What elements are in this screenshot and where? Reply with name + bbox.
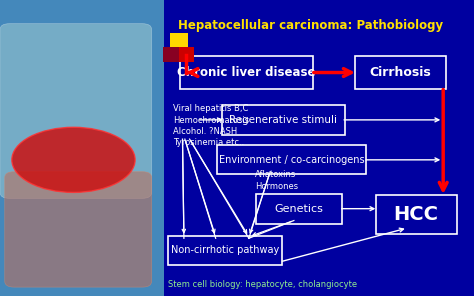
FancyBboxPatch shape [164, 0, 474, 296]
Text: Cirrhosis: Cirrhosis [370, 66, 431, 79]
FancyBboxPatch shape [221, 105, 345, 135]
FancyBboxPatch shape [168, 236, 282, 265]
Text: Aflatoxins
Hormones: Aflatoxins Hormones [255, 170, 298, 191]
Text: Regenerative stimuli: Regenerative stimuli [229, 115, 337, 125]
FancyBboxPatch shape [178, 47, 194, 62]
Text: Viral hepatitis B,C
Hemochromatosis
Alcohol. ?NASH
Tyrosinemia etc..: Viral hepatitis B,C Hemochromatosis Alco… [173, 104, 249, 147]
FancyBboxPatch shape [5, 172, 152, 287]
FancyBboxPatch shape [0, 0, 164, 296]
Text: Hepatocellular carcinoma: Pathobiology: Hepatocellular carcinoma: Pathobiology [178, 19, 443, 32]
FancyBboxPatch shape [255, 194, 341, 224]
FancyBboxPatch shape [170, 33, 188, 48]
Ellipse shape [12, 127, 135, 192]
Text: Chronic liver disease: Chronic liver disease [177, 66, 316, 79]
FancyBboxPatch shape [180, 56, 313, 89]
FancyBboxPatch shape [217, 145, 366, 174]
Text: Stem cell biology: hepatocyte, cholangiocyte: Stem cell biology: hepatocyte, cholangio… [168, 280, 357, 289]
Text: Non-cirrhotic pathway: Non-cirrhotic pathway [171, 245, 279, 255]
FancyBboxPatch shape [375, 195, 456, 234]
Text: Environment / co-carcinogens: Environment / co-carcinogens [219, 155, 365, 165]
FancyBboxPatch shape [163, 47, 179, 62]
FancyBboxPatch shape [0, 24, 152, 198]
Text: Genetics: Genetics [274, 204, 323, 214]
Text: HCC: HCC [394, 205, 438, 224]
FancyBboxPatch shape [355, 56, 446, 89]
